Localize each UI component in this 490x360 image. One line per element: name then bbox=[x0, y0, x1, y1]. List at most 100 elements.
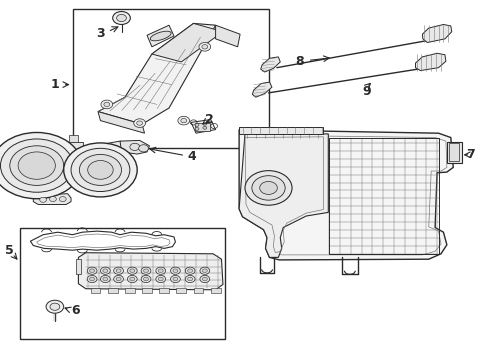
Circle shape bbox=[156, 275, 166, 283]
Circle shape bbox=[87, 275, 97, 283]
Bar bbox=[176, 288, 186, 293]
Circle shape bbox=[139, 145, 148, 152]
Circle shape bbox=[141, 267, 151, 274]
Circle shape bbox=[101, 100, 113, 109]
Circle shape bbox=[79, 154, 122, 185]
Circle shape bbox=[202, 277, 207, 281]
Circle shape bbox=[188, 277, 193, 281]
Text: 3: 3 bbox=[96, 27, 105, 40]
Circle shape bbox=[0, 132, 82, 199]
Polygon shape bbox=[239, 127, 323, 134]
Circle shape bbox=[195, 127, 199, 130]
Circle shape bbox=[137, 121, 143, 125]
Circle shape bbox=[200, 267, 210, 274]
Circle shape bbox=[173, 269, 178, 273]
Circle shape bbox=[50, 303, 60, 310]
Polygon shape bbox=[261, 57, 280, 72]
Polygon shape bbox=[239, 134, 328, 257]
Bar bbox=[20, 228, 225, 339]
Circle shape bbox=[185, 267, 195, 274]
Circle shape bbox=[103, 277, 108, 281]
Circle shape bbox=[71, 148, 130, 192]
Circle shape bbox=[18, 152, 55, 179]
Polygon shape bbox=[1, 140, 37, 163]
Circle shape bbox=[134, 119, 146, 127]
Circle shape bbox=[158, 269, 163, 273]
Polygon shape bbox=[152, 23, 223, 62]
Circle shape bbox=[116, 277, 121, 281]
Bar bbox=[108, 288, 118, 293]
Polygon shape bbox=[120, 140, 149, 154]
Circle shape bbox=[202, 45, 208, 49]
Circle shape bbox=[113, 12, 130, 24]
Polygon shape bbox=[33, 194, 71, 204]
Bar bbox=[449, 143, 459, 161]
Circle shape bbox=[130, 269, 135, 273]
Polygon shape bbox=[98, 23, 216, 124]
Circle shape bbox=[100, 267, 110, 274]
Circle shape bbox=[59, 197, 66, 202]
Circle shape bbox=[103, 269, 108, 273]
Bar bbox=[329, 138, 439, 254]
Text: 4: 4 bbox=[188, 150, 196, 163]
Circle shape bbox=[260, 181, 277, 194]
Circle shape bbox=[127, 275, 137, 283]
Bar bbox=[64, 142, 83, 151]
Circle shape bbox=[127, 267, 137, 274]
Circle shape bbox=[171, 267, 180, 274]
Bar bbox=[125, 288, 135, 293]
Polygon shape bbox=[416, 53, 446, 71]
Text: 5: 5 bbox=[5, 244, 14, 257]
Circle shape bbox=[130, 277, 135, 281]
Text: 6: 6 bbox=[72, 304, 80, 317]
Circle shape bbox=[40, 197, 47, 202]
Circle shape bbox=[130, 143, 140, 150]
Circle shape bbox=[90, 269, 95, 273]
Circle shape bbox=[87, 267, 97, 274]
Circle shape bbox=[158, 277, 163, 281]
Bar bbox=[76, 259, 81, 274]
Circle shape bbox=[173, 277, 178, 281]
Circle shape bbox=[252, 176, 285, 200]
Polygon shape bbox=[239, 130, 453, 260]
Circle shape bbox=[171, 275, 180, 283]
Circle shape bbox=[114, 275, 123, 283]
Text: 2: 2 bbox=[205, 113, 214, 126]
Circle shape bbox=[0, 139, 73, 192]
Polygon shape bbox=[78, 253, 223, 290]
Polygon shape bbox=[48, 150, 97, 182]
Bar bbox=[91, 288, 100, 293]
Circle shape bbox=[64, 143, 137, 197]
Circle shape bbox=[104, 102, 110, 107]
Circle shape bbox=[100, 275, 110, 283]
Bar bbox=[447, 142, 462, 163]
Circle shape bbox=[203, 122, 207, 125]
Bar bbox=[194, 288, 203, 293]
Circle shape bbox=[116, 269, 121, 273]
Circle shape bbox=[200, 275, 210, 283]
Polygon shape bbox=[422, 24, 452, 42]
Circle shape bbox=[144, 269, 148, 273]
Text: 8: 8 bbox=[295, 55, 304, 68]
Polygon shape bbox=[93, 141, 130, 154]
Polygon shape bbox=[191, 120, 216, 133]
Ellipse shape bbox=[150, 31, 171, 41]
Polygon shape bbox=[147, 25, 174, 47]
Circle shape bbox=[141, 275, 151, 283]
Circle shape bbox=[144, 277, 148, 281]
Circle shape bbox=[188, 269, 193, 273]
Circle shape bbox=[202, 269, 207, 273]
Circle shape bbox=[114, 267, 123, 274]
Bar bbox=[142, 288, 152, 293]
Circle shape bbox=[245, 171, 292, 205]
Bar bbox=[195, 123, 210, 131]
Polygon shape bbox=[98, 112, 145, 133]
Circle shape bbox=[203, 126, 207, 129]
Circle shape bbox=[117, 14, 126, 22]
Bar bbox=[211, 288, 220, 293]
Text: 9: 9 bbox=[362, 85, 371, 98]
Circle shape bbox=[46, 300, 64, 313]
Circle shape bbox=[10, 146, 64, 185]
Bar bbox=[69, 135, 78, 142]
Circle shape bbox=[195, 123, 199, 126]
